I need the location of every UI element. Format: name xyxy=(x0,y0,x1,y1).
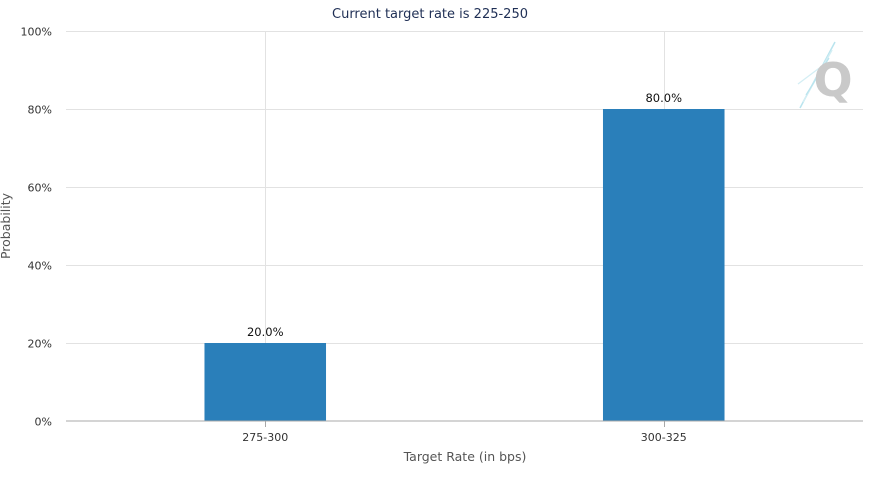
y-axis-ticks: 0% 20% 40% 60% 80% 100% xyxy=(21,26,52,429)
x-axis-label: Target Rate (in bps) xyxy=(403,449,527,464)
bar-300-325 xyxy=(602,109,725,421)
bar-275-300 xyxy=(204,343,327,421)
logo-streaks-icon xyxy=(797,41,836,109)
y-axis-label: Probability xyxy=(0,192,13,259)
logo-letter: Q xyxy=(813,53,852,107)
quikstrike-logo: Q xyxy=(797,41,853,109)
gridlines xyxy=(66,31,863,421)
x-axis-ticks: 275-300 300-325 xyxy=(242,421,687,444)
x-tick-label: 300-325 xyxy=(641,431,687,444)
y-tick-label: 20% xyxy=(28,338,52,351)
y-tick-label: 80% xyxy=(28,104,52,117)
y-tick-label: 40% xyxy=(28,260,52,273)
chart-title: Current target rate is 225-250 xyxy=(332,7,528,22)
data-label: 80.0% xyxy=(645,91,682,105)
data-label: 20.0% xyxy=(247,325,284,339)
y-tick-label: 0% xyxy=(35,416,52,429)
bars: 20.0% 80.0% xyxy=(204,91,725,421)
y-tick-label: 60% xyxy=(28,182,52,195)
y-tick-label: 100% xyxy=(21,26,52,39)
x-tick-label: 275-300 xyxy=(242,431,288,444)
